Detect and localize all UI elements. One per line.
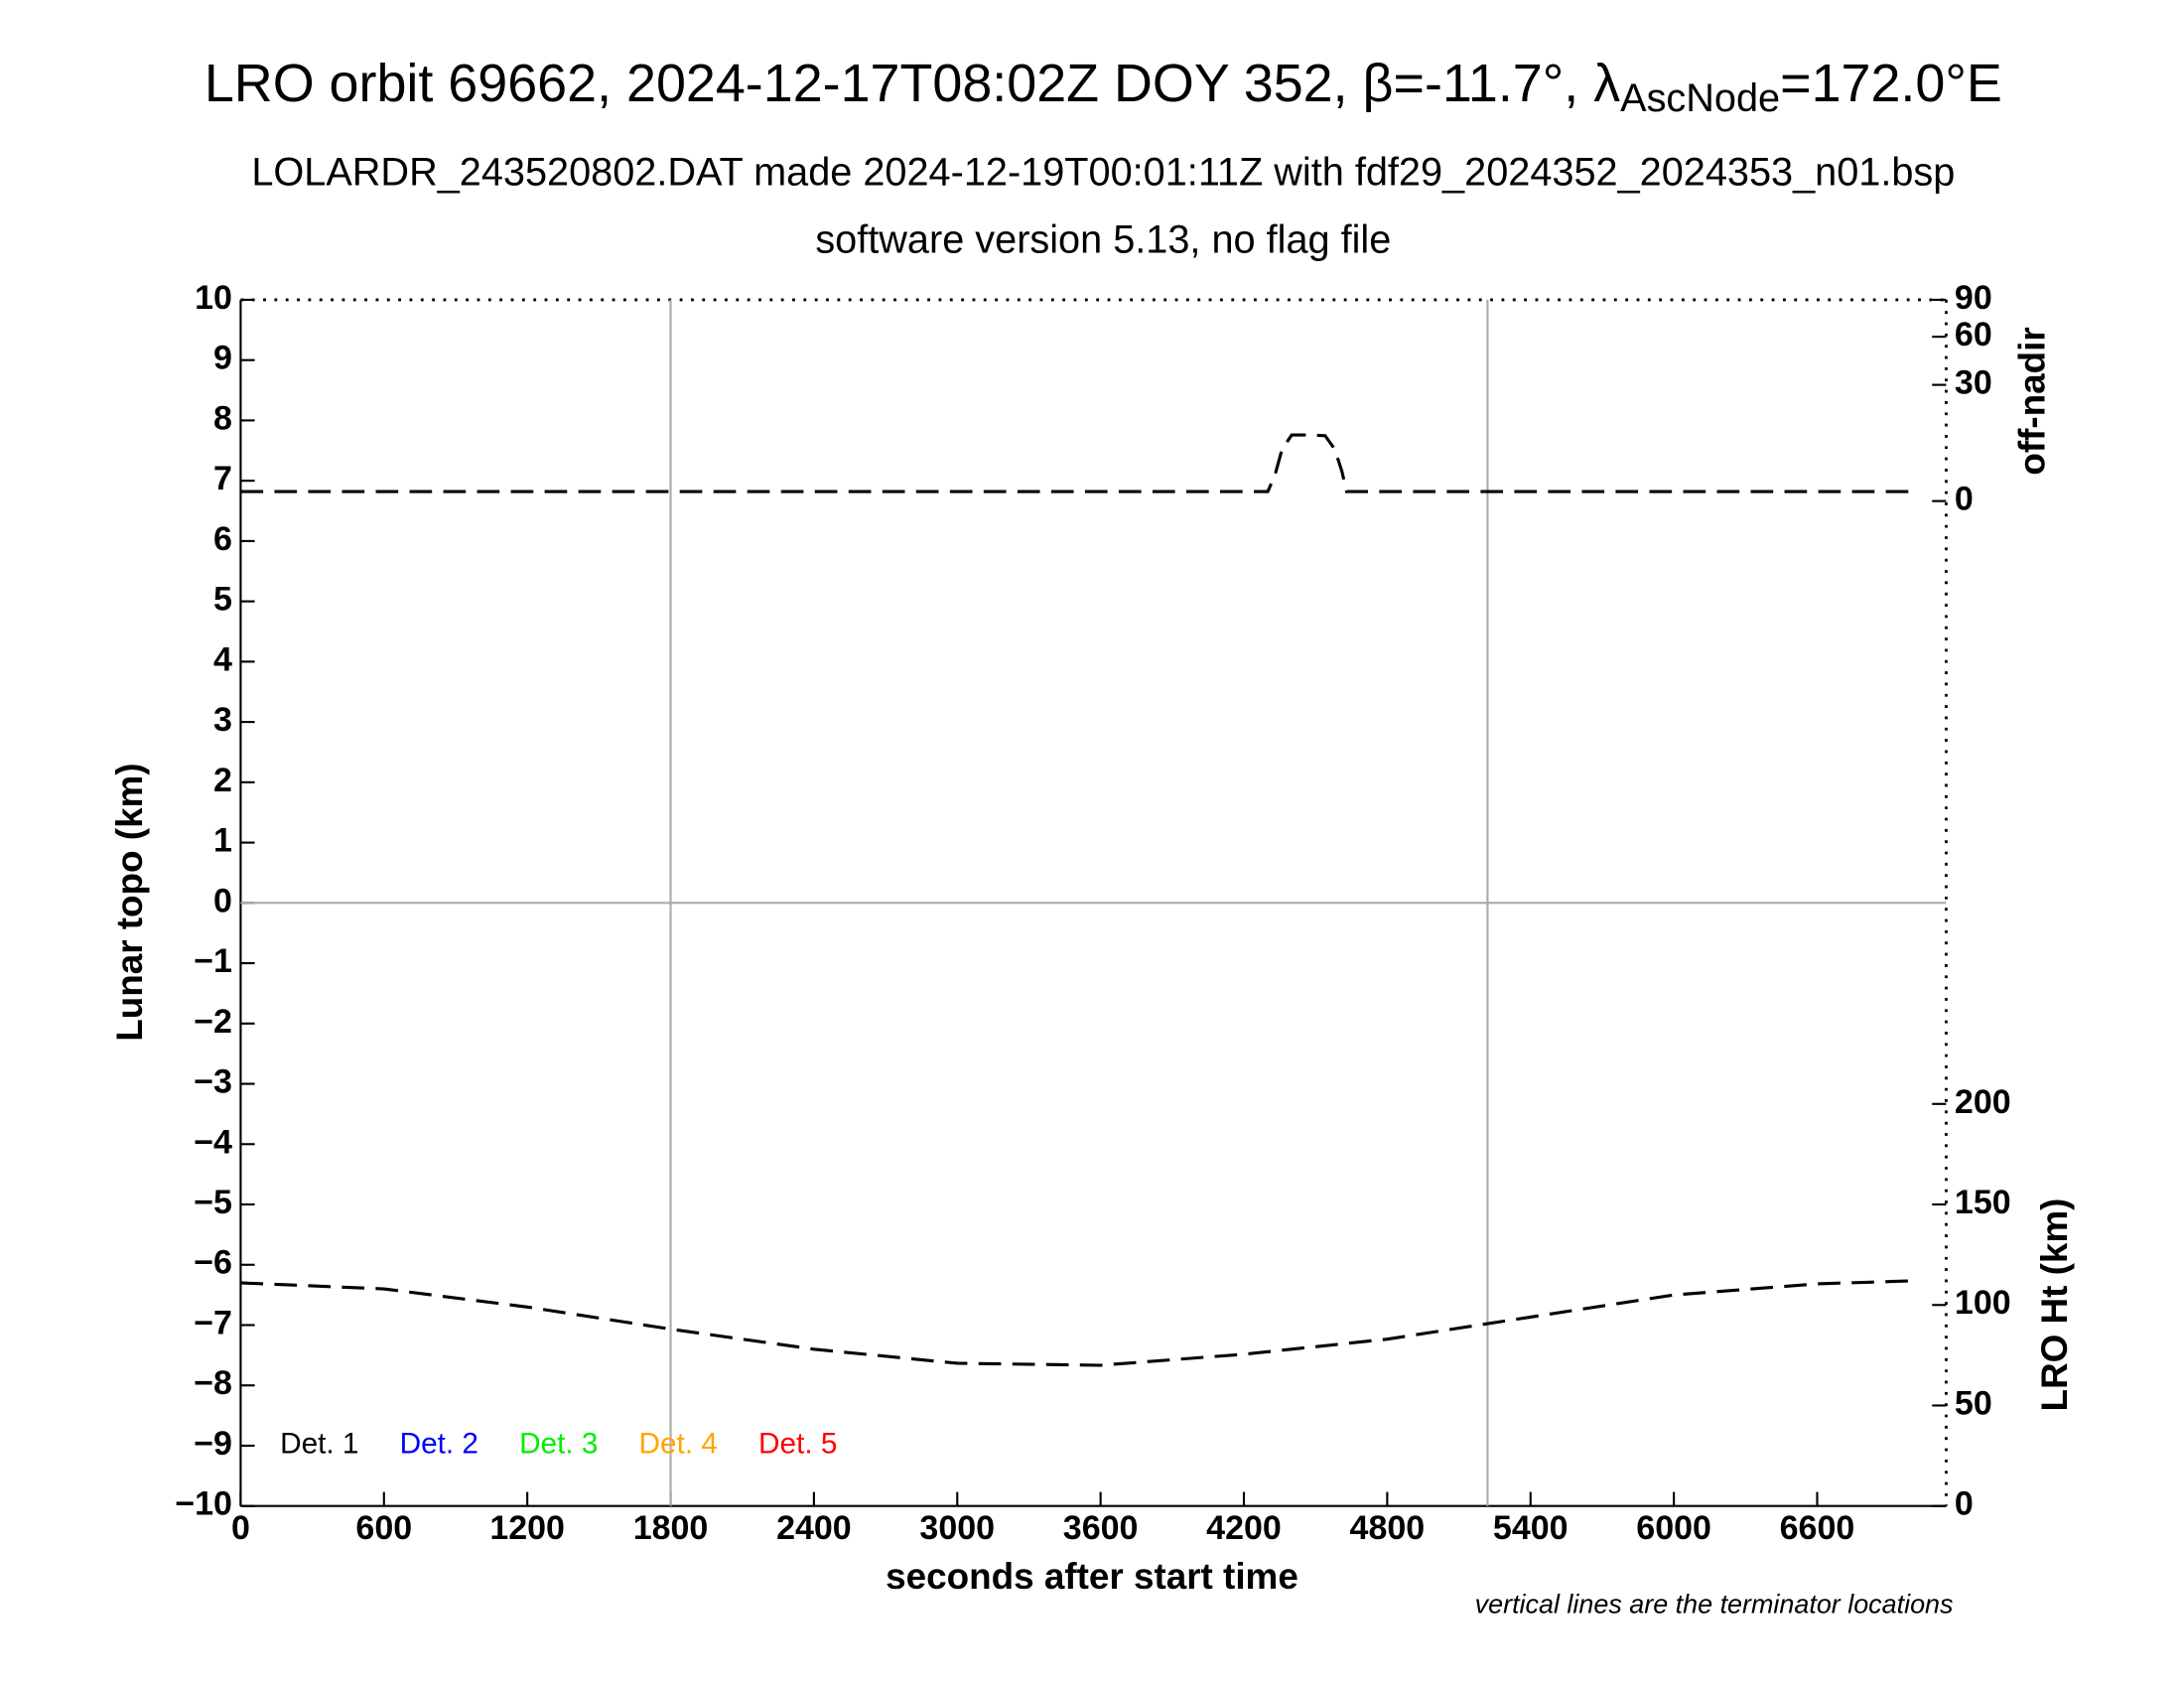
y3-tick-label: 50 — [1955, 1384, 1992, 1422]
y2-tick-label: 0 — [1955, 481, 1974, 518]
x-tick-label: 4200 — [1206, 1509, 1282, 1547]
y-tick-label: −1 — [194, 942, 232, 980]
y-tick-label: 3 — [213, 701, 232, 739]
y-tick-label: −4 — [194, 1123, 232, 1161]
y2-tick-label: 30 — [1955, 364, 1992, 402]
y-tick-label: 2 — [213, 762, 232, 799]
y-tick-label: 4 — [213, 640, 232, 678]
title-tail: =172.0°E — [1780, 54, 2002, 113]
subtitle: software version 5.13, no flag file — [815, 217, 1391, 261]
y3-axis-label: LRO Ht (km) — [2034, 1198, 2075, 1412]
x-tick-label: 6600 — [1780, 1509, 1855, 1547]
subtitle: LOLARDR_243520802.DAT made 2024-12-19T00… — [251, 150, 1955, 194]
y2-tick-label: 60 — [1955, 316, 1992, 353]
y-tick-label: −9 — [194, 1425, 232, 1463]
series-line — [240, 433, 1911, 493]
y-tick-label: −2 — [194, 1003, 232, 1041]
x-tick-label: 1200 — [489, 1509, 565, 1547]
y-tick-label: 6 — [213, 520, 232, 558]
x-tick-label: 5400 — [1493, 1509, 1569, 1547]
y3-tick-label: 200 — [1955, 1083, 2011, 1121]
y3-tick-label: 100 — [1955, 1284, 2011, 1322]
x-tick-label: 4800 — [1350, 1509, 1426, 1547]
x-tick-label: 0 — [231, 1509, 250, 1547]
y-tick-label: −7 — [194, 1304, 232, 1341]
x-tick-label: 3000 — [919, 1509, 995, 1547]
y-tick-label: 1 — [213, 822, 232, 860]
x-tick-label: 2400 — [776, 1509, 852, 1547]
series-line — [240, 1279, 1911, 1367]
y-tick-label: 8 — [213, 399, 232, 437]
y-tick-label: −6 — [194, 1244, 232, 1282]
legend-label: Det. 1 — [280, 1428, 358, 1461]
title-main: LRO orbit 69662, 2024-12-17T08:02Z DOY 3… — [205, 54, 1620, 113]
y2-axis-label: off-nadir — [2011, 327, 2052, 475]
y-tick-label: 10 — [195, 279, 232, 317]
y-tick-label: −10 — [175, 1485, 232, 1523]
y-tick-label: 0 — [213, 882, 232, 919]
y3-tick-label: 0 — [1955, 1485, 1974, 1523]
x-tick-label: 600 — [355, 1509, 412, 1547]
x-tick-label: 3600 — [1063, 1509, 1139, 1547]
legend-label: Det. 5 — [758, 1428, 837, 1461]
y-tick-label: −8 — [194, 1364, 232, 1402]
y-tick-label: 5 — [213, 581, 232, 619]
legend-label: Det. 2 — [400, 1428, 478, 1461]
legend-label: Det. 4 — [639, 1428, 718, 1461]
title-sub: AscNode — [1620, 77, 1780, 121]
x-tick-label: 1800 — [633, 1509, 709, 1547]
y-tick-label: −3 — [194, 1063, 232, 1101]
y-axis-label: Lunar topo (km) — [109, 763, 150, 1041]
legend-label: Det. 3 — [519, 1428, 598, 1461]
x-tick-label: 6000 — [1636, 1509, 1711, 1547]
y-tick-label: 9 — [213, 340, 232, 377]
y-tick-label: 7 — [213, 460, 232, 497]
note: vertical lines are the terminator locati… — [1475, 1589, 1954, 1618]
y3-tick-label: 150 — [1955, 1184, 2011, 1221]
chart-title: LRO orbit 69662, 2024-12-17T08:02Z DOY 3… — [205, 54, 2002, 120]
x-axis-label: seconds after start time — [886, 1556, 1298, 1597]
y2-tick-label: 90 — [1955, 279, 1992, 317]
y-tick-label: −5 — [194, 1184, 232, 1221]
